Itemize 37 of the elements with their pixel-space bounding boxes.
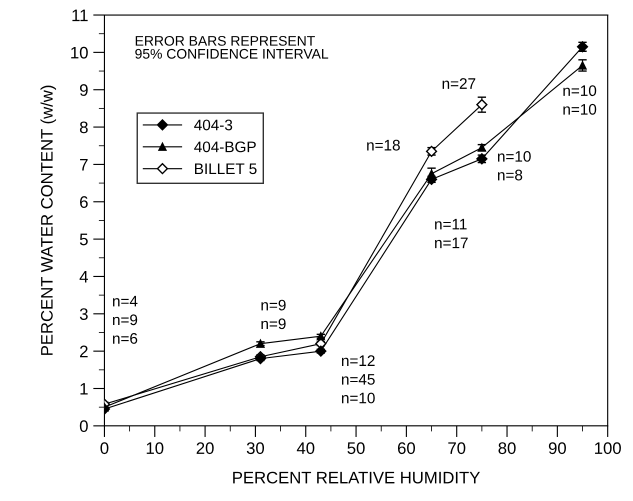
x-tick-label: 60 — [398, 442, 416, 454]
annotation: n=27 — [442, 78, 476, 89]
x-tick-label: 40 — [296, 442, 314, 454]
x-tick-label: 70 — [448, 442, 466, 454]
x-tick-label: 100 — [595, 442, 621, 454]
annotation: n=10 n=8 — [498, 150, 531, 180]
y-tick-label: 6 — [80, 196, 88, 208]
x-tick-label: 90 — [548, 442, 566, 454]
y-tick-label: 7 — [80, 158, 88, 170]
y-tick-label: 9 — [80, 84, 88, 96]
x-tick-label: 10 — [146, 442, 164, 454]
legend-label: 404-BGP — [194, 141, 256, 152]
y-axis-title: PERCENT WATER CONTENT (w/w) — [40, 86, 56, 355]
y-tick-label: 3 — [80, 308, 88, 320]
y-tick-label: 4 — [80, 271, 88, 282]
annotation: ERROR BARS REPRESENT 95% CONFIDENCE INTERVAL — [135, 36, 328, 59]
x-tick-label: 20 — [196, 442, 214, 454]
y-tick-label: 1 — [80, 383, 88, 395]
annotation: n=9 n=9 — [261, 300, 286, 330]
legend-label: 404-3 — [194, 120, 232, 130]
annotation: n=4 n=9 n=6 — [113, 296, 138, 344]
x-tick-label: 30 — [246, 442, 264, 454]
y-tick-label: 11 — [72, 10, 88, 22]
y-tick-label: 8 — [80, 121, 88, 134]
legend-label: BILLET 5 — [195, 163, 257, 174]
annotation: n=18 — [367, 140, 400, 151]
annotation: n=12 n=45 n=10 — [342, 355, 375, 404]
y-tick-label: 5 — [80, 234, 88, 246]
y-tick-label: 10 — [71, 46, 88, 59]
x-tick-label: 0 — [100, 442, 108, 454]
y-tick-label: 2 — [80, 346, 88, 358]
x-axis-title: PERCENT RELATIVE HUMIDITY — [233, 472, 480, 484]
annotation: n=10 n=10 — [563, 85, 596, 115]
x-tick-label: 50 — [347, 442, 365, 454]
y-tick-label: 0 — [80, 420, 88, 432]
annotation: n=11 n=17 — [435, 218, 468, 248]
x-tick-label: 80 — [498, 442, 516, 454]
